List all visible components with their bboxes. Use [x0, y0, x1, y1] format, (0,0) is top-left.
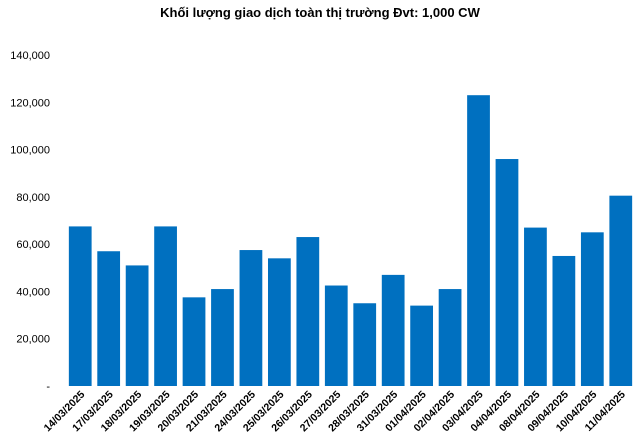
y-tick-label: 40,000: [16, 286, 50, 298]
bar: [239, 250, 263, 386]
y-tick-label: 100,000: [10, 145, 50, 157]
bar: [324, 285, 348, 386]
x-axis: 14/03/202517/03/202518/03/202519/03/2025…: [42, 389, 628, 435]
bar: [580, 232, 604, 386]
bar: [467, 95, 490, 386]
bar: [154, 226, 177, 386]
bar: [296, 237, 320, 386]
bar: [211, 289, 234, 386]
bar: [267, 258, 291, 386]
bar: [97, 251, 121, 386]
y-tick-label: 60,000: [16, 239, 50, 251]
chart-title: Khối lượng giao dịch toàn thị trường Đvt…: [160, 5, 480, 20]
bars: [68, 95, 633, 386]
bar: [410, 305, 434, 386]
y-tick-label: 140,000: [10, 50, 50, 62]
y-tick-label: 120,000: [10, 97, 50, 109]
y-axis: - 20,000 40,000 60,000 80,000 100,000 120,000 1…: [10, 50, 50, 393]
y-tick-label: 20,000: [16, 334, 50, 346]
bar: [381, 274, 405, 386]
bar: [438, 289, 462, 386]
bar: [68, 226, 92, 386]
bar: [353, 303, 377, 386]
y-tick-label: -: [46, 381, 50, 393]
bar: [182, 297, 206, 386]
bar: [609, 195, 633, 386]
bar: [524, 227, 547, 386]
y-tick-label: 80,000: [16, 192, 50, 204]
bar: [552, 255, 576, 386]
bar: [125, 265, 149, 386]
bar: [495, 159, 519, 386]
